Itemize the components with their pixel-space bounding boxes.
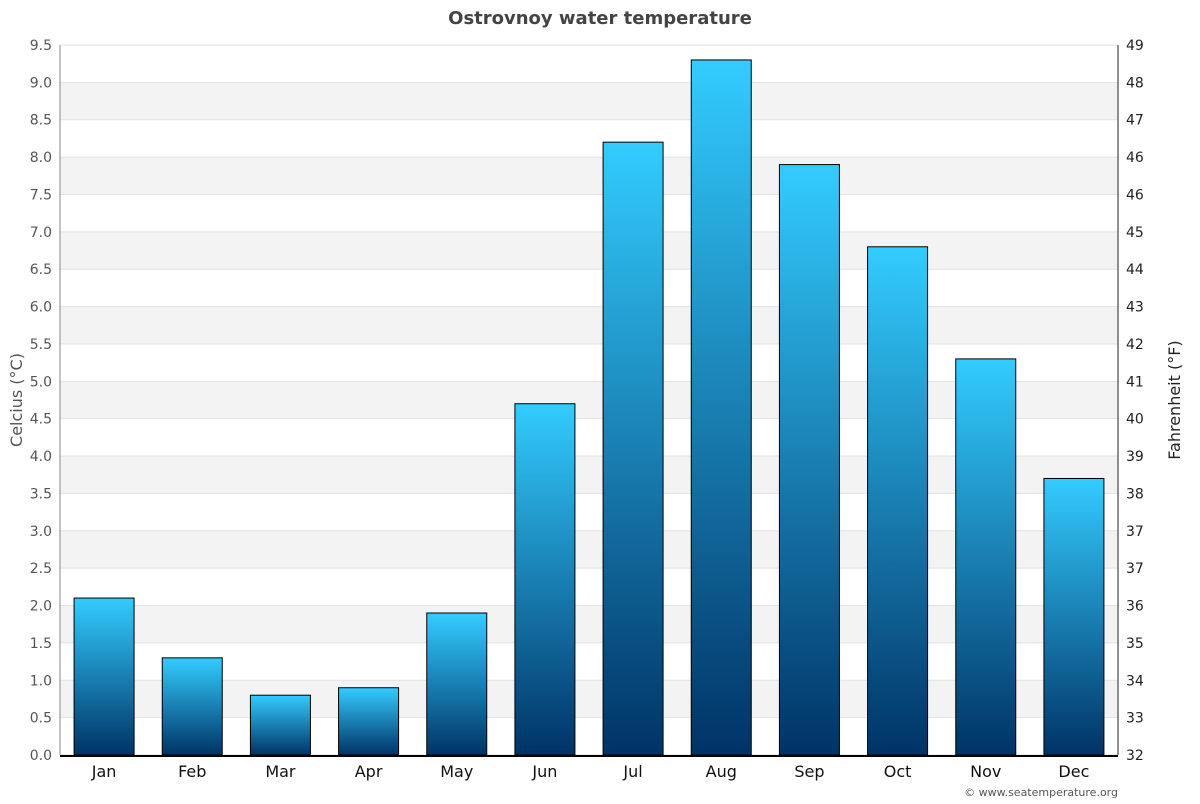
chart-title: Ostrovnoy water temperature	[448, 8, 752, 29]
y2-tick-label: 41	[1126, 374, 1144, 390]
y2-tick-label: 44	[1126, 262, 1144, 278]
credit-text: © www.seatemperature.org	[964, 786, 1118, 799]
x-tick-label: Aug	[706, 762, 737, 781]
x-tick-label: Jan	[91, 762, 117, 781]
y2-tick-label: 46	[1126, 150, 1144, 166]
bar-aug	[690, 59, 752, 756]
y2-tick-label: 32	[1126, 748, 1144, 764]
x-tick-label: Jul	[622, 762, 642, 781]
y2-axis-label: Fahrenheit (°F)	[1165, 340, 1184, 459]
y2-tick-label: 36	[1126, 599, 1144, 615]
grid-band	[60, 605, 1118, 643]
grid-band	[60, 680, 1118, 718]
y-tick-label: 0.0	[30, 748, 52, 764]
x-tick-label: Oct	[884, 762, 912, 781]
grid-band	[60, 456, 1118, 494]
bar-mar	[249, 694, 311, 756]
y-tick-label: 0.5	[30, 711, 52, 727]
y-tick-label: 5.5	[30, 337, 52, 353]
bar-sep	[778, 164, 840, 756]
y-tick-label: 4.0	[30, 449, 52, 465]
grid-band	[60, 306, 1118, 344]
x-tick-label: May	[440, 762, 473, 781]
y-tick-label: 8.5	[30, 113, 52, 129]
y-tick-label: 2.0	[30, 599, 52, 615]
y-tick-label: 7.5	[30, 187, 52, 203]
y2-tick-label: 35	[1126, 636, 1144, 652]
y2-tick-label: 48	[1126, 75, 1144, 91]
x-tick-label: Sep	[794, 762, 824, 781]
y2-tick-label: 47	[1126, 113, 1144, 129]
y2-tick-label: 34	[1126, 673, 1144, 689]
y-axis-label: Celcius (°C)	[7, 353, 26, 447]
x-tick-label: Jun	[531, 762, 557, 781]
x-tick-label: Mar	[265, 762, 296, 781]
x-tick-label: Feb	[178, 762, 206, 781]
y2-tick-label: 38	[1126, 486, 1144, 502]
bar-jul	[602, 141, 664, 756]
y-tick-label: 6.5	[30, 262, 52, 278]
y2-tick-label: 42	[1126, 337, 1144, 353]
y2-tick-label: 49	[1126, 38, 1144, 54]
bar-jun	[514, 403, 576, 756]
bar-may	[426, 612, 488, 756]
y2-tick-label: 46	[1126, 187, 1144, 203]
grid-band	[60, 381, 1118, 419]
bar-feb	[161, 657, 223, 756]
y2-tick-label: 40	[1126, 412, 1144, 428]
x-tick-label: Nov	[970, 762, 1001, 781]
y-tick-label: 1.0	[30, 673, 52, 689]
y-tick-label: 7.0	[30, 225, 52, 241]
x-tick-label: Dec	[1058, 762, 1089, 781]
y2-tick-label: 45	[1126, 225, 1144, 241]
y-tick-label: 3.5	[30, 486, 52, 502]
bar-jan	[73, 597, 135, 756]
bar-apr	[338, 687, 400, 756]
y-tick-label: 9.5	[30, 38, 52, 54]
grid-band	[60, 231, 1118, 270]
y2-tick-label: 39	[1126, 449, 1144, 465]
y-tick-label: 8.0	[30, 150, 52, 166]
y2-tick-label: 43	[1126, 300, 1144, 316]
y-tick-label: 4.5	[30, 412, 52, 428]
y-tick-label: 6.0	[30, 300, 52, 316]
y-tick-label: 3.0	[30, 524, 52, 540]
y-tick-label: 2.5	[30, 561, 52, 577]
bar-oct	[867, 246, 929, 756]
grid-band	[60, 82, 1118, 120]
y-tick-label: 9.0	[30, 75, 52, 91]
y2-tick-label: 37	[1126, 524, 1144, 540]
y2-tick-label: 37	[1126, 561, 1144, 577]
bar-dec	[1043, 477, 1105, 756]
bar-nov	[955, 358, 1017, 756]
grid-band	[60, 157, 1118, 195]
y-tick-label: 5.0	[30, 374, 52, 390]
y-tick-label: 1.5	[30, 636, 52, 652]
grid-band	[60, 530, 1118, 569]
y2-tick-label: 33	[1126, 711, 1144, 727]
x-tick-label: Apr	[355, 762, 383, 781]
